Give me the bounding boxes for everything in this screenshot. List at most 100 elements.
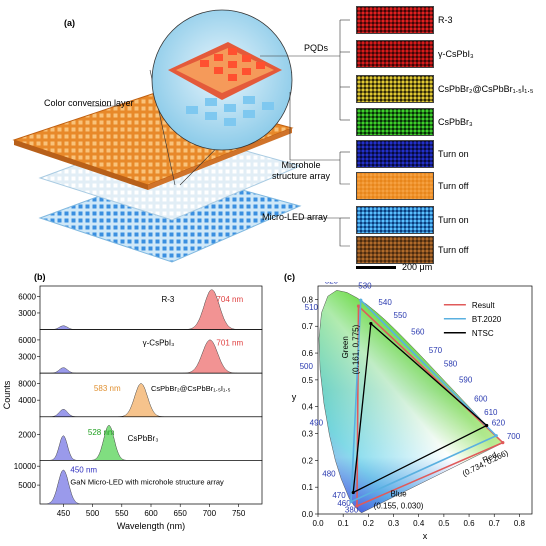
x-tick-label: 700 <box>203 509 217 518</box>
y-tick-label: 0.2 <box>302 456 314 465</box>
y-tick-label: 0.1 <box>302 483 314 492</box>
gamut-triangle <box>352 322 488 494</box>
legend-label: BT.2020 <box>472 315 502 324</box>
spectrum-frame <box>39 460 263 505</box>
pqd-tile <box>356 40 434 68</box>
wavelength-label: 540 <box>378 298 392 307</box>
gamut-vertex <box>351 490 355 495</box>
y-tick-label: 3000 <box>18 353 36 362</box>
pqd-tile <box>356 206 434 234</box>
peak-label: 583 nm <box>94 384 121 393</box>
x-tick-label: 0.2 <box>363 519 375 528</box>
pqd-tile <box>356 6 434 34</box>
gamut-triangle <box>356 304 505 508</box>
pqd-tile <box>356 75 434 103</box>
x-tick-label: 0.4 <box>413 519 425 528</box>
color-conversion-label: Color conversion layer <box>44 98 134 108</box>
y-tick-label: 6000 <box>18 336 36 345</box>
y-tick-label: 2000 <box>18 430 36 439</box>
y-tick-label: 0.6 <box>302 349 314 358</box>
gamut-vertex <box>501 441 505 445</box>
gamut-vertex <box>359 298 363 302</box>
device-illustration <box>12 9 350 263</box>
x-tick-label: 0.1 <box>338 519 350 528</box>
legend-label: NTSC <box>472 329 494 338</box>
y-tick-label: 0.3 <box>302 430 314 439</box>
microhole-leader <box>289 92 340 161</box>
peak-label: 528 nm <box>88 428 115 437</box>
wavelength-label: 600 <box>474 394 488 403</box>
peak-label: 701 nm <box>216 339 243 348</box>
x-tick-label: 0.7 <box>489 519 501 528</box>
spectrum-panel: 3000 6000 γ-CsPbI₃ 701 nm <box>18 329 263 374</box>
cie-chart: 0.0 0.1 0.2 0.3 0.4 0.5 0.6 0.7 0.8 0.0 0.1 0.2 0.3 0… <box>292 282 533 541</box>
gamut-vertex <box>369 321 373 326</box>
zoom-detail <box>168 42 282 126</box>
gamut-triangle <box>350 298 498 503</box>
x-tick-label: 550 <box>115 509 129 518</box>
tile-label: Turn on <box>438 149 469 159</box>
blue-annotation-coords: (0.155, 0.030) <box>374 502 424 511</box>
tile-label: CsPbBr₂@CsPbBr₁.₅I₁.₅ <box>438 84 534 94</box>
x-tick-label: 600 <box>144 509 158 518</box>
wavelength-label: 560 <box>411 327 425 336</box>
x-tick-label: 0.5 <box>438 519 450 528</box>
gamut-vertex <box>494 434 498 438</box>
spectrum-panel: 3000 6000 R-3 704 nm <box>18 285 263 330</box>
x-axis-label: Wavelength (nm) <box>117 521 185 531</box>
gamut-vertex <box>355 504 359 508</box>
wavelength-label: 620 <box>492 418 506 427</box>
wavelength-label: 700 <box>507 432 521 441</box>
panel-b-label: (b) <box>34 272 46 282</box>
y-tick-label: 0.5 <box>302 376 314 385</box>
cie-frame <box>317 285 533 515</box>
x-tick-label: 0.6 <box>463 519 475 528</box>
microhole-label: Microhole structure array <box>272 160 331 181</box>
blue-annotation-name: Blue <box>391 490 408 499</box>
y-tick-label: 3000 <box>18 309 36 318</box>
wavelength-label: 380 <box>345 506 359 515</box>
wavelength-label: 490 <box>310 418 324 427</box>
y-axis-label: y <box>292 392 297 402</box>
tile-label: Turn off <box>438 245 469 255</box>
spectrum-panel: 2000 528 nm CsPbBr₃ <box>18 416 263 461</box>
pqd-tile <box>356 172 434 200</box>
wavelength-label: 520 <box>325 282 339 285</box>
wavelength-label: 460 <box>337 499 351 508</box>
green-annotation-name: Green <box>341 336 350 358</box>
spectrum-panel: 4000 8000 583 nm CsPbBr₂@CsPbBr₁.₅I₁.₅ <box>18 372 263 418</box>
y-tick-label: 6000 <box>18 292 36 301</box>
y-axis-label: Counts <box>2 380 12 409</box>
x-tick-label: 500 <box>86 509 100 518</box>
tile-label: CsPbBr₃ <box>438 117 473 127</box>
spectrum-panel: 5000 10000 450 nm GaN Micro-LED with microh… <box>14 460 263 505</box>
x-tick-label: 0.0 <box>312 519 324 528</box>
spectrum-frame <box>39 285 263 330</box>
series-name: γ-CsPbI₃ <box>143 339 175 348</box>
series-name: CsPbBr₂@CsPbBr₁.₅I₁.₅ <box>151 384 231 393</box>
gamut-vertex <box>349 500 353 504</box>
x-tick-label: 450 <box>57 509 71 518</box>
tile-label: R-3 <box>438 15 453 25</box>
x-axis-label: x <box>423 531 428 541</box>
wavelength-label: 500 <box>300 362 314 371</box>
panel-a: (a) <box>0 0 546 272</box>
y-tick-label: 10000 <box>14 462 37 471</box>
spectra-chart: 3000 6000 R-3 704 nm 3000 6000 γ-CsPbI₃ 701 nm 4… <box>2 285 263 531</box>
peak-label: 450 nm <box>70 465 97 474</box>
scale-bar <box>356 266 396 269</box>
spectrum-frame <box>39 329 263 374</box>
scale-bar-label: 200 μm <box>402 262 433 272</box>
panel-c-label: (c) <box>284 272 295 282</box>
y-tick-label: 0.4 <box>302 403 314 412</box>
legend-label: Result <box>472 301 495 310</box>
x-tick-label: 0.3 <box>388 519 400 528</box>
y-tick-label: 8000 <box>18 380 36 389</box>
gamut-vertex <box>485 423 489 428</box>
wavelength-label: 480 <box>322 469 336 478</box>
x-tick-label: 750 <box>232 509 246 518</box>
wavelength-label: 530 <box>358 282 372 291</box>
series-name: R-3 <box>161 295 174 304</box>
gamut-vertex <box>356 304 361 308</box>
y-tick-label: 0.8 <box>302 295 314 304</box>
